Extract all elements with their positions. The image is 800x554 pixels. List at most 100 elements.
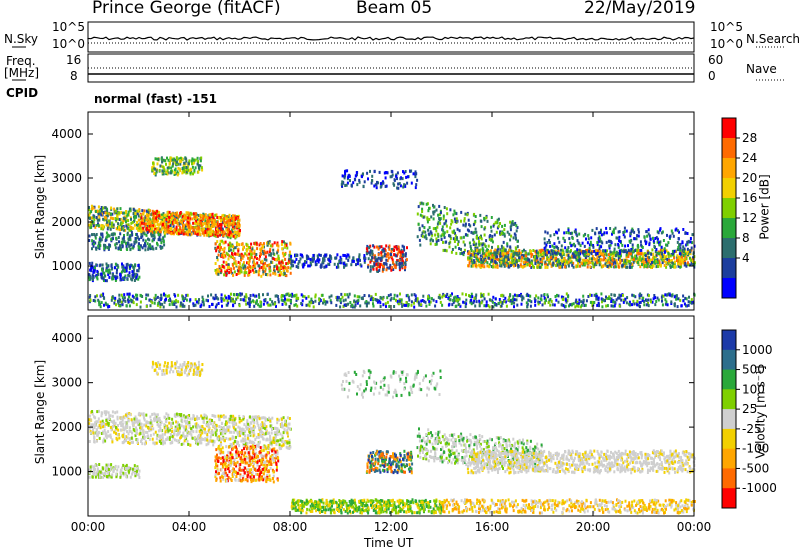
range-cell xyxy=(673,265,676,269)
range-cell xyxy=(229,248,232,252)
range-cell xyxy=(187,216,190,220)
range-cell xyxy=(244,252,247,256)
range-cell xyxy=(114,298,117,302)
range-cell xyxy=(175,156,178,160)
range-cell xyxy=(261,250,264,253)
range-cell xyxy=(118,226,120,230)
range-cell xyxy=(242,261,245,265)
range-cell xyxy=(530,250,533,253)
range-cell xyxy=(385,268,388,272)
range-cell xyxy=(507,265,510,269)
range-cell xyxy=(496,248,499,252)
range-cell xyxy=(114,275,117,279)
range-cell xyxy=(289,242,292,246)
range-cell xyxy=(139,213,142,217)
range-cell xyxy=(665,243,667,247)
range-cell xyxy=(142,226,145,230)
range-cell xyxy=(571,231,573,235)
range-cell xyxy=(343,293,346,297)
range-cell xyxy=(501,301,504,305)
range-cell xyxy=(467,264,470,268)
range-cell xyxy=(664,302,667,306)
range-cell xyxy=(126,213,129,217)
range-cell xyxy=(335,296,338,299)
range-cell xyxy=(503,264,506,268)
range-cell xyxy=(228,254,231,258)
range-cell xyxy=(120,241,123,245)
range-cell xyxy=(171,213,173,217)
range-cell xyxy=(173,303,176,306)
range-cell xyxy=(682,245,685,249)
range-cell xyxy=(530,259,533,263)
range-cell xyxy=(528,260,531,264)
range-cell xyxy=(230,292,232,296)
range-cell xyxy=(103,274,106,278)
range-cell xyxy=(421,299,424,302)
range-cell xyxy=(354,178,357,182)
range-cell xyxy=(266,264,269,268)
range-cell xyxy=(281,240,284,244)
range-cell xyxy=(611,230,614,234)
range-cell xyxy=(346,293,349,297)
range-cell xyxy=(284,257,287,261)
range-cell xyxy=(506,242,509,246)
range-cell xyxy=(94,295,97,299)
range-cell xyxy=(442,240,444,244)
range-cell xyxy=(176,213,179,217)
range-cell xyxy=(225,217,228,221)
range-cell xyxy=(641,298,644,302)
range-cell xyxy=(443,206,446,209)
range-cell xyxy=(544,260,547,264)
range-cell xyxy=(362,172,364,176)
range-cell xyxy=(473,240,476,244)
range-cell xyxy=(262,302,265,306)
range-cell xyxy=(592,245,595,249)
range-cell xyxy=(252,258,255,262)
range-cell xyxy=(99,244,102,248)
range-cell xyxy=(566,248,568,252)
range-cell xyxy=(136,297,139,301)
range-cell xyxy=(639,300,642,304)
range-cell xyxy=(632,299,635,303)
range-cell xyxy=(188,216,191,220)
range-cell xyxy=(510,302,513,306)
range-cell xyxy=(546,251,549,255)
range-cell xyxy=(549,303,552,307)
range-cell xyxy=(248,300,251,304)
range-cell xyxy=(182,166,185,170)
range-cell xyxy=(410,181,413,185)
range-cell xyxy=(398,258,401,262)
range-cell xyxy=(609,240,612,243)
range-cell xyxy=(577,252,580,255)
range-cell xyxy=(384,176,387,180)
range-cell xyxy=(432,298,435,302)
range-cell xyxy=(221,297,224,301)
range-cell xyxy=(166,168,169,172)
range-cell xyxy=(288,294,291,298)
range-cell xyxy=(478,304,481,308)
range-cell xyxy=(116,215,119,219)
freq-traces xyxy=(88,67,694,75)
range-cell xyxy=(200,166,203,170)
range-cell xyxy=(356,183,359,187)
range-cell xyxy=(132,301,135,305)
range-cell xyxy=(661,255,664,259)
range-cell xyxy=(423,299,426,303)
range-cell xyxy=(119,273,122,276)
range-cell xyxy=(571,302,574,306)
range-cell xyxy=(454,295,457,299)
range-cell xyxy=(198,228,201,232)
range-cell xyxy=(162,165,165,169)
range-cell xyxy=(557,258,560,262)
range-cell xyxy=(383,247,386,251)
range-cell xyxy=(248,246,250,249)
range-cell xyxy=(523,260,525,264)
range-cell xyxy=(398,182,401,186)
range-cell xyxy=(645,260,648,264)
range-cell xyxy=(518,294,521,297)
range-cell xyxy=(207,294,209,298)
range-cell xyxy=(619,239,622,243)
range-cell xyxy=(197,214,200,217)
range-cell xyxy=(679,260,682,264)
range-cell xyxy=(229,216,232,220)
